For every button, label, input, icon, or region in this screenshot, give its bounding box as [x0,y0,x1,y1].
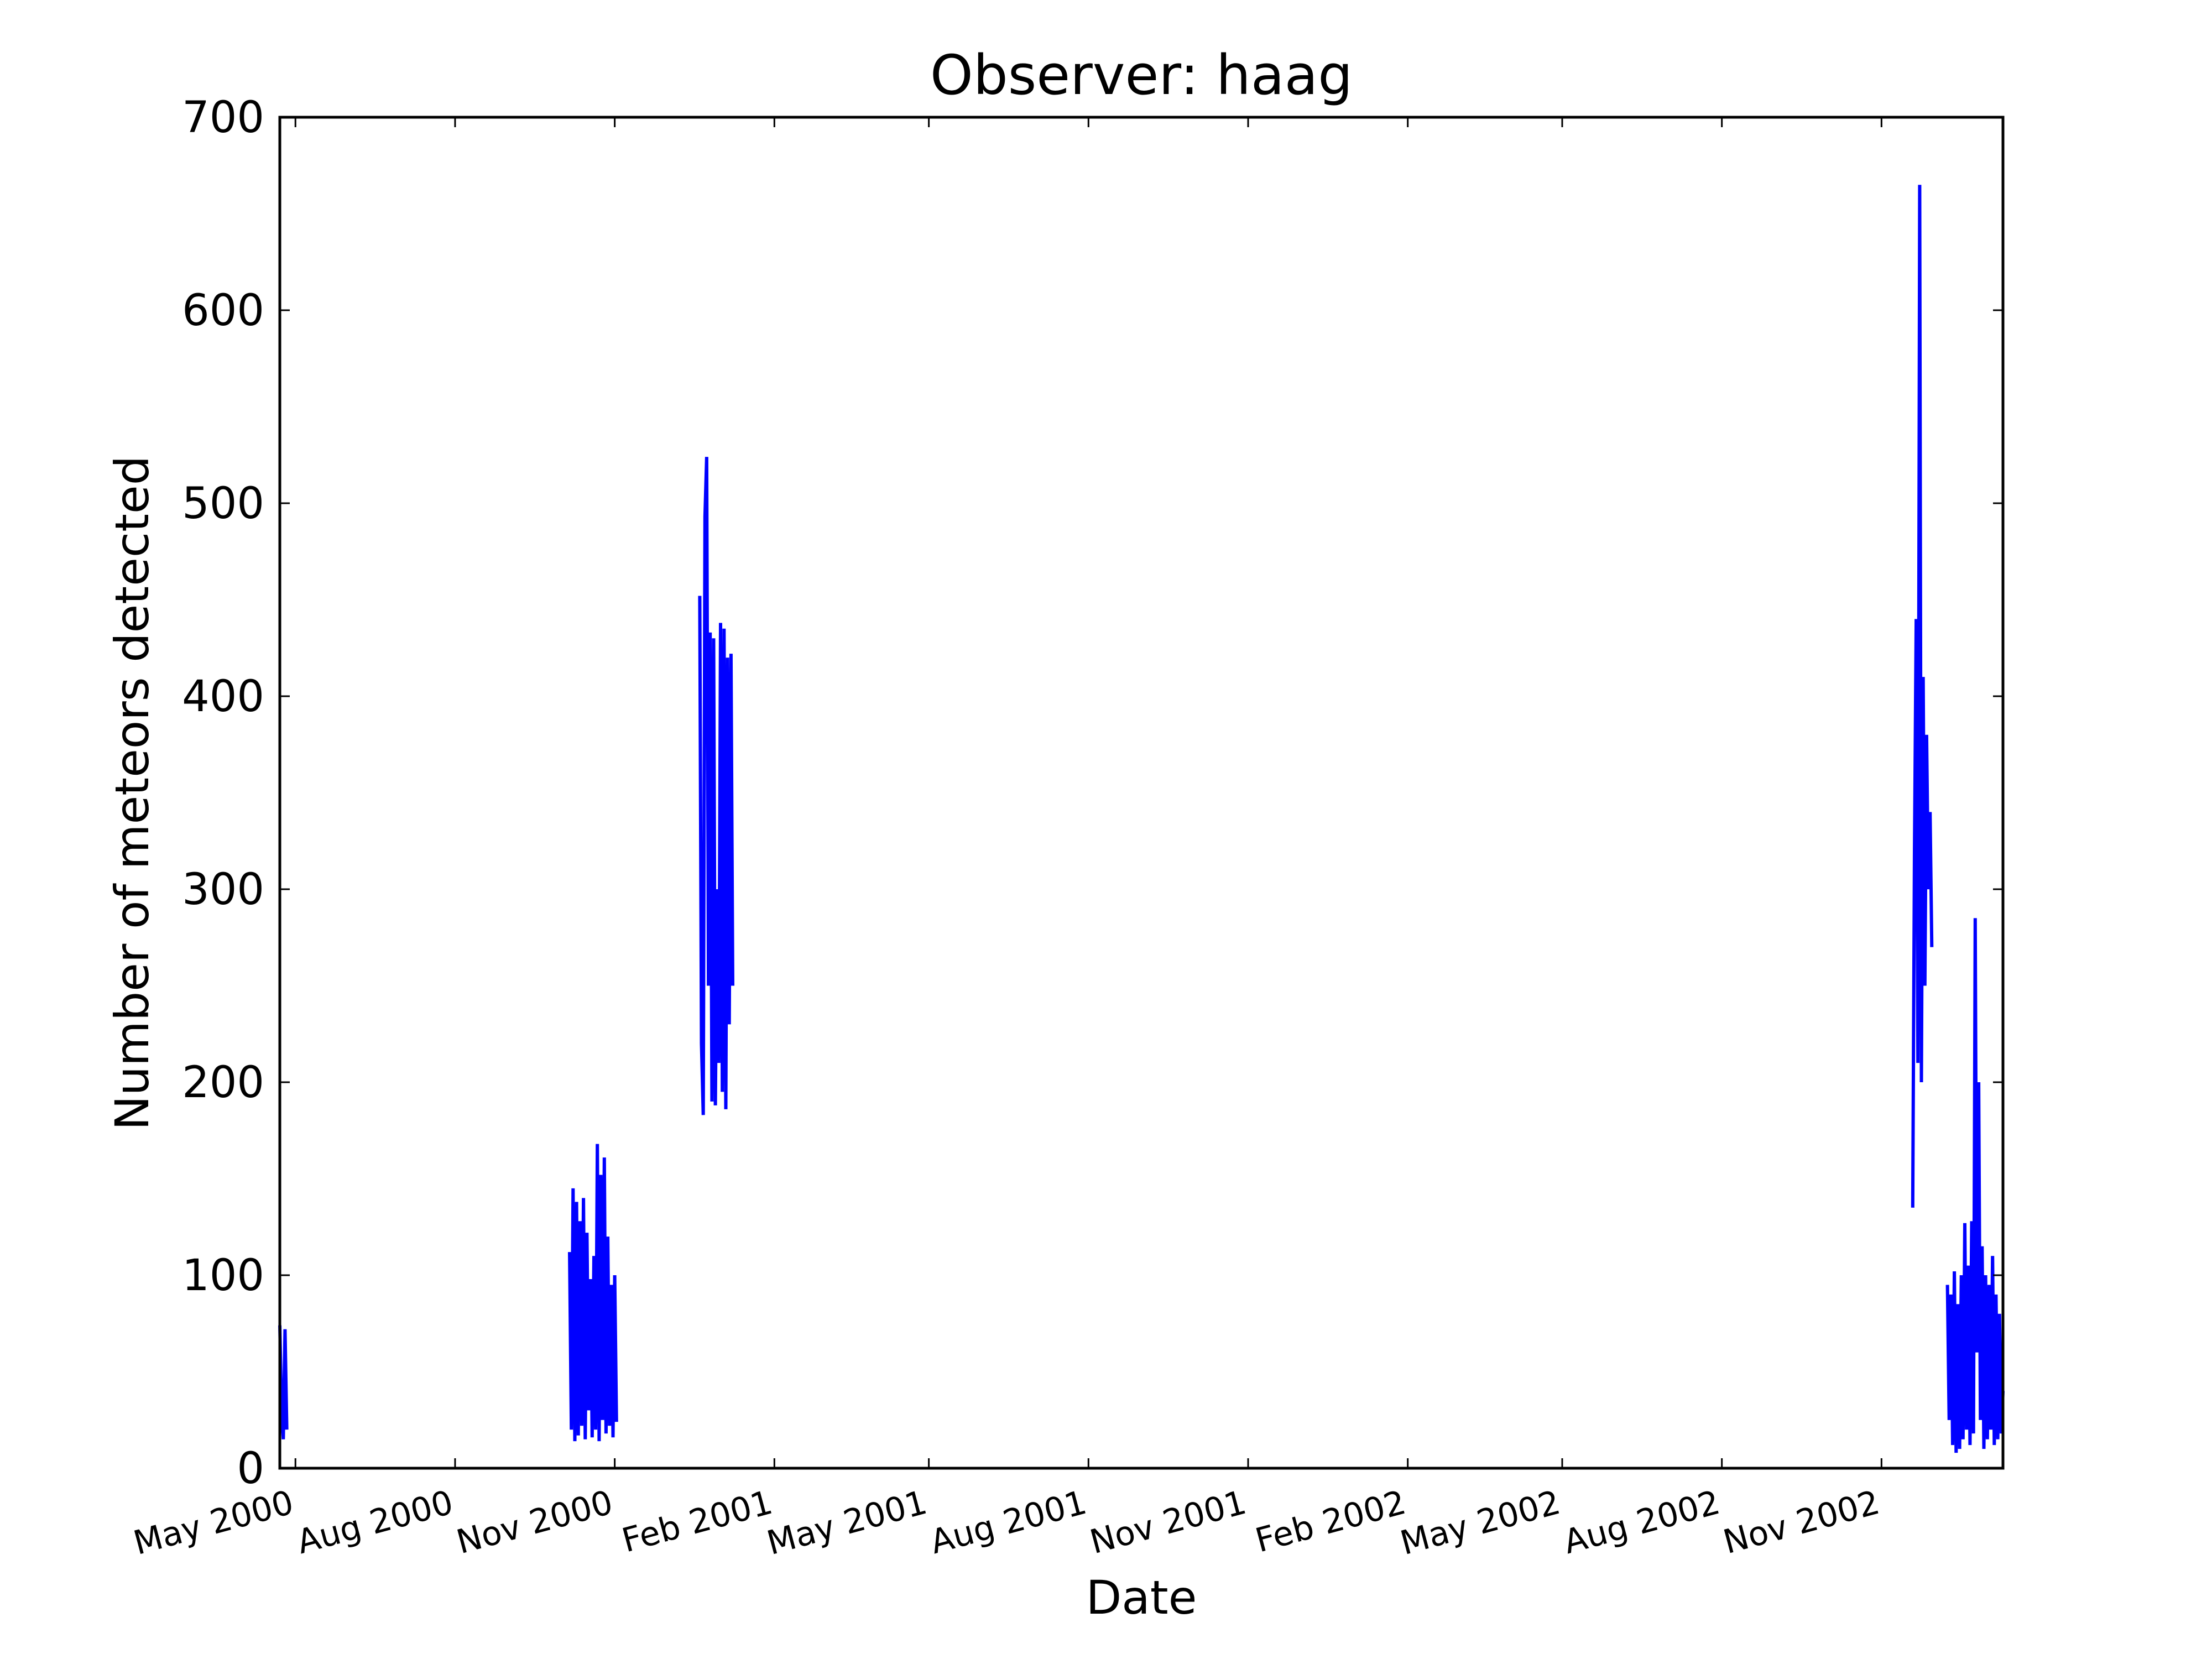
y-tick-label-2: 200 [182,1058,264,1108]
y-axis-label: Number of meteors detected [105,456,159,1130]
series-line-segment-4 [1911,185,1934,1208]
series-line-segment-2 [568,1144,618,1442]
series-line-segment-5 [1945,918,2005,1453]
y-tick-label-6: 600 [182,286,264,336]
y-tick-label-1: 100 [182,1251,264,1301]
series-layer [278,185,2005,1453]
y-tick-label-4: 400 [182,672,264,722]
series-line-segment-3 [698,457,734,1115]
y-tick-label-3: 300 [182,865,264,915]
y-tick-label-5: 500 [182,479,264,529]
plot-frame [278,116,2005,1470]
x-axis-label: Date [1086,1571,1197,1625]
y-tick-label-7: 700 [182,93,264,143]
y-tick-label-0: 0 [237,1444,264,1494]
chart-title: Observer: haag [930,44,1353,107]
